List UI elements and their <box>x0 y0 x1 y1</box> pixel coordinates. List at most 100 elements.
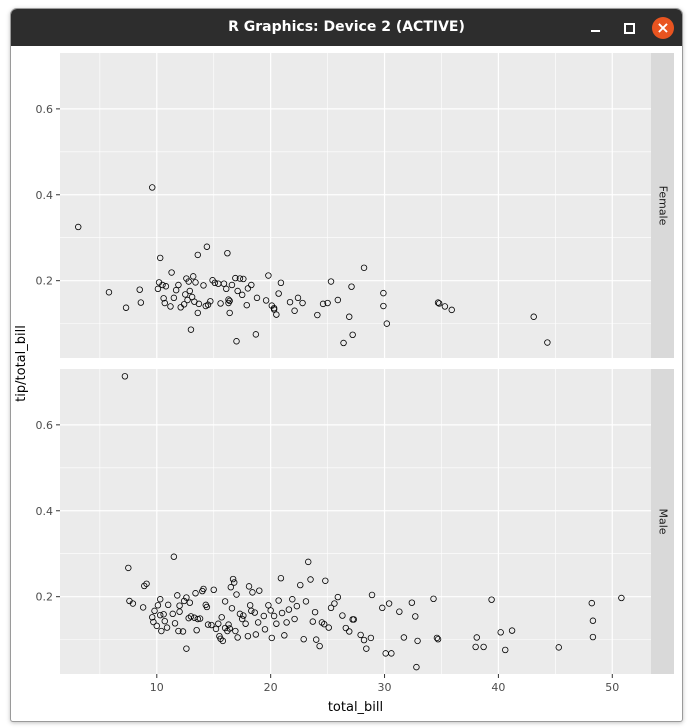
data-point <box>357 631 364 639</box>
data-point <box>187 613 195 620</box>
data-point <box>234 634 241 641</box>
data-point <box>265 602 272 609</box>
data-point <box>262 297 270 304</box>
data-point <box>314 311 321 319</box>
data-point <box>229 575 237 583</box>
data-point <box>161 299 168 307</box>
data-point <box>286 298 294 306</box>
data-point <box>228 605 236 612</box>
data-point <box>218 614 225 621</box>
data-point <box>555 644 562 651</box>
x-tick-label: 10 <box>150 681 164 694</box>
data-point <box>207 298 214 305</box>
data-point <box>226 297 233 305</box>
data-point <box>105 289 113 296</box>
data-point <box>236 610 244 618</box>
data-point <box>129 600 137 607</box>
data-point <box>75 223 82 231</box>
data-point <box>383 320 391 327</box>
data-point <box>480 643 487 651</box>
data-point <box>302 598 310 605</box>
minimize-icon <box>590 30 600 32</box>
data-point <box>179 628 187 635</box>
data-point <box>293 602 301 610</box>
data-point <box>160 611 167 618</box>
data-point <box>168 269 175 276</box>
y-tick-label: 0.2 <box>36 591 54 604</box>
data-point <box>589 633 597 641</box>
data-point <box>183 645 190 652</box>
data-point <box>240 275 247 283</box>
data-point <box>212 625 220 633</box>
data-point <box>325 624 332 631</box>
data-point <box>260 612 268 620</box>
data-point <box>488 596 495 603</box>
data-point <box>170 294 178 302</box>
data-point <box>435 300 443 307</box>
data-point <box>430 595 437 603</box>
data-point <box>360 636 368 644</box>
data-point <box>192 590 199 597</box>
data-point <box>342 624 350 632</box>
data-point <box>327 278 335 285</box>
data-point <box>589 617 597 624</box>
data-point <box>125 564 132 572</box>
data-point <box>217 300 224 307</box>
data-point <box>316 642 323 650</box>
data-point <box>180 597 188 605</box>
data-point <box>182 291 189 298</box>
data-point <box>200 282 207 289</box>
data-point <box>192 279 199 286</box>
facet-strip <box>651 369 674 674</box>
data-point <box>243 301 250 309</box>
data-point <box>313 636 320 643</box>
data-point <box>367 634 375 642</box>
data-point <box>248 607 255 615</box>
data-point <box>240 612 247 619</box>
data-point <box>242 620 249 627</box>
data-point <box>238 291 246 299</box>
data-point <box>231 579 238 586</box>
data-point <box>149 614 156 621</box>
data-point <box>232 274 239 282</box>
facet-strip-label: Male <box>657 508 670 534</box>
data-point <box>268 634 276 642</box>
y-tick-label: 0.2 <box>36 275 54 288</box>
data-point <box>221 598 229 605</box>
data-point <box>340 339 347 347</box>
data-point <box>158 627 165 635</box>
data-point <box>408 599 416 606</box>
data-point <box>220 280 228 287</box>
data-point <box>413 663 420 671</box>
minimize-button[interactable] <box>584 17 606 39</box>
maximize-button[interactable] <box>618 17 640 39</box>
data-point <box>175 627 182 635</box>
data-point <box>414 637 421 645</box>
data-point <box>170 553 178 560</box>
data-point <box>588 599 595 607</box>
data-point <box>441 303 449 310</box>
data-point <box>252 331 260 338</box>
data-point <box>203 243 211 250</box>
data-point <box>176 602 183 609</box>
data-point <box>334 296 342 304</box>
data-point <box>154 602 162 609</box>
data-point <box>154 285 162 293</box>
window-title: R Graphics: Device 2 (ACTIVE) <box>228 19 465 35</box>
data-point <box>169 610 176 618</box>
data-point <box>433 634 441 642</box>
data-point <box>157 596 164 603</box>
data-point <box>300 636 307 643</box>
data-point <box>180 301 188 308</box>
data-point <box>434 636 442 643</box>
panel-background <box>60 53 651 358</box>
data-point <box>388 650 395 657</box>
data-point <box>261 626 269 633</box>
title-bar[interactable]: R Graphics: Device 2 (ACTIVE) × <box>11 9 682 46</box>
data-point <box>334 593 342 601</box>
data-point <box>346 313 353 320</box>
data-point <box>251 609 258 616</box>
data-point <box>291 307 298 314</box>
close-button[interactable]: × <box>652 17 674 39</box>
data-point <box>137 299 145 306</box>
